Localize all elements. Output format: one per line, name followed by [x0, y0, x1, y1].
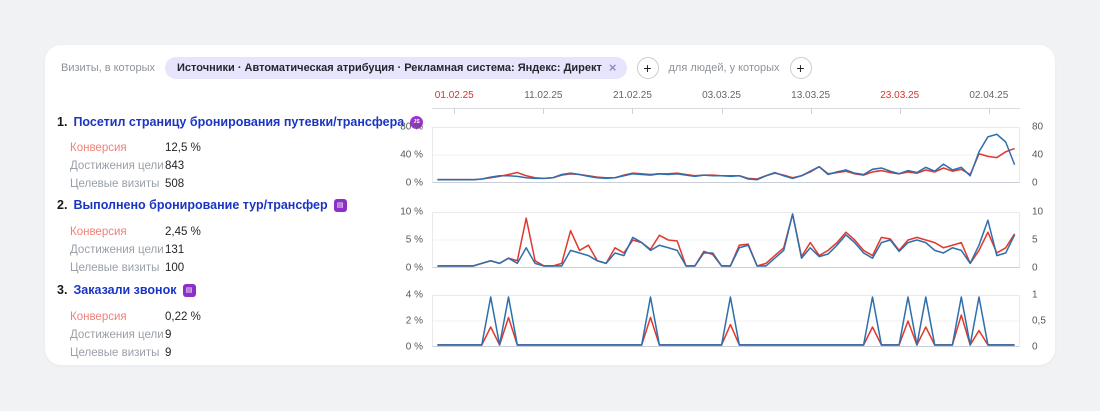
- date-tick-label: 21.02.25: [612, 90, 652, 101]
- goal-row-3-header: 3. Заказали звонок ▤: [57, 283, 196, 297]
- goal-number: 2.: [57, 198, 68, 212]
- date-tick-label: 02.04.25: [969, 90, 1009, 101]
- segment-chip[interactable]: Источники · Автоматическая атрибуция · Р…: [165, 57, 627, 79]
- axis-tick: [543, 108, 545, 114]
- goal-1-stats: Конверсия 12,5 % Достижения цели 843 Цел…: [70, 139, 201, 193]
- goal-title-link[interactable]: Выполнено бронирование тур/трансфер: [73, 198, 328, 212]
- axis-tick: [899, 108, 901, 114]
- goal-type-icon: ▤: [182, 283, 196, 297]
- chart-plot-goal-1[interactable]: [432, 127, 1020, 183]
- stat-label: Конверсия: [70, 226, 127, 238]
- chart-plot-goal-2[interactable]: [432, 212, 1020, 268]
- y-axis-tick-label: 2 %: [405, 315, 423, 327]
- visits-filter-label: Визиты, в которых: [61, 62, 155, 74]
- stat-value: 12,5 %: [165, 142, 201, 154]
- goal-row-2-header: 2. Выполнено бронирование тур/трансфер ▤: [57, 198, 347, 212]
- stat-label: Целевые визиты: [70, 178, 160, 190]
- goal-title-link[interactable]: Посетил страницу бронирования путевки/тр…: [73, 115, 405, 129]
- stat-value: 843: [165, 160, 185, 172]
- goal-number: 1.: [57, 115, 68, 129]
- stat-row-target-visits: Целевые визиты 9: [70, 344, 201, 362]
- date-axis: 01.02.25 11.02.25 21.02.25 03.03.25 13.03.25…: [432, 87, 1020, 114]
- y-axis-right: 80 40 0: [1032, 122, 1078, 189]
- y-axis-left: 80 % 40 % 0 %: [377, 122, 423, 189]
- stat-label: Целевые визиты: [70, 347, 160, 359]
- y-axis-left: 10 % 5 % 0 %: [377, 207, 423, 274]
- stat-row-goal-reaches: Достижения цели 843: [70, 157, 201, 175]
- y-axis-tick-label: 80: [1032, 121, 1044, 133]
- axis-tick: [988, 108, 990, 114]
- y-axis-right: 1 0,5 0: [1032, 290, 1078, 353]
- axis-tick: [721, 108, 723, 114]
- y-axis-tick-label: 80 %: [400, 121, 423, 133]
- add-people-filter-button[interactable]: +: [789, 57, 812, 79]
- y-axis-tick-label: 0,5: [1032, 315, 1046, 327]
- stat-label: Целевые визиты: [70, 262, 160, 274]
- y-axis-tick-label: 0: [1032, 341, 1038, 353]
- stat-value: 100: [165, 262, 185, 274]
- y-axis-tick-label: 10 %: [400, 206, 423, 218]
- y-axis-tick-label: 5: [1032, 234, 1038, 246]
- axis-tick: [454, 108, 456, 114]
- add-visit-filter-button[interactable]: +: [636, 57, 659, 79]
- chart-plot-goal-3[interactable]: [432, 295, 1020, 347]
- y-axis-tick-label: 4 %: [405, 289, 423, 301]
- stat-row-conversion: Конверсия 12,5 %: [70, 139, 201, 157]
- y-axis-tick-label: 40: [1032, 149, 1044, 161]
- stat-value: 2,45 %: [165, 226, 201, 238]
- filter-bar: Визиты, в которых Источники · Автоматиче…: [61, 57, 812, 79]
- date-tick-label: 01.02.25: [434, 90, 474, 101]
- stat-value: 9: [165, 329, 172, 341]
- axis-tick: [810, 108, 812, 114]
- date-tick-label: 13.03.25: [791, 90, 831, 101]
- people-filter-label: для людей, у которых: [668, 62, 780, 74]
- y-axis-tick-label: 0 %: [405, 341, 423, 353]
- goal-number: 3.: [57, 283, 68, 297]
- goal-title-link[interactable]: Заказали звонок: [73, 283, 177, 297]
- y-axis-tick-label: 10: [1032, 206, 1044, 218]
- goal-type-icon: ▤: [333, 198, 347, 212]
- stat-label: Достижения цели: [70, 329, 164, 341]
- segments-goals-panel: Визиты, в которых Источники · Автоматиче…: [45, 45, 1055, 365]
- y-axis-tick-label: 1: [1032, 289, 1038, 301]
- goal-type-icon: JS: [410, 115, 424, 129]
- y-axis-tick-label: 0: [1032, 262, 1038, 274]
- stat-value: 0,22 %: [165, 311, 201, 323]
- date-tick-label: 23.03.25: [880, 90, 920, 101]
- y-axis-tick-label: 5 %: [405, 234, 423, 246]
- goal-row-1-header: 1. Посетил страницу бронирования путевки…: [57, 115, 424, 129]
- stat-label: Конверсия: [70, 142, 127, 154]
- axis-tick: [632, 108, 634, 114]
- stat-row-goal-reaches: Достижения цели 131: [70, 241, 201, 259]
- y-axis-tick-label: 40 %: [400, 149, 423, 161]
- goal-3-stats: Конверсия 0,22 % Достижения цели 9 Целев…: [70, 308, 201, 362]
- stat-label: Достижения цели: [70, 244, 164, 256]
- y-axis-right: 10 5 0: [1032, 207, 1078, 274]
- y-axis-tick-label: 0: [1032, 177, 1038, 189]
- stat-label: Конверсия: [70, 311, 127, 323]
- stat-row-target-visits: Целевые визиты 508: [70, 175, 201, 193]
- stat-value: 9: [165, 347, 172, 359]
- close-icon[interactable]: ×: [608, 60, 617, 75]
- goal-2-stats: Конверсия 2,45 % Достижения цели 131 Цел…: [70, 223, 201, 277]
- stat-row-conversion: Конверсия 2,45 %: [70, 223, 201, 241]
- stat-label: Достижения цели: [70, 160, 164, 172]
- stat-value: 508: [165, 178, 185, 190]
- segment-chip-label: Источники · Автоматическая атрибуция · Р…: [177, 62, 602, 74]
- stat-row-goal-reaches: Достижения цели 9: [70, 326, 201, 344]
- y-axis-tick-label: 0 %: [405, 177, 423, 189]
- date-tick-label: 03.03.25: [702, 90, 741, 101]
- stat-row-target-visits: Целевые визиты 100: [70, 259, 201, 277]
- date-tick-label: 11.02.25: [524, 90, 563, 101]
- stat-value: 131: [165, 244, 185, 256]
- y-axis-tick-label: 0 %: [405, 262, 423, 274]
- stat-row-conversion: Конверсия 0,22 %: [70, 308, 201, 326]
- y-axis-left: 4 % 2 % 0 %: [377, 290, 423, 353]
